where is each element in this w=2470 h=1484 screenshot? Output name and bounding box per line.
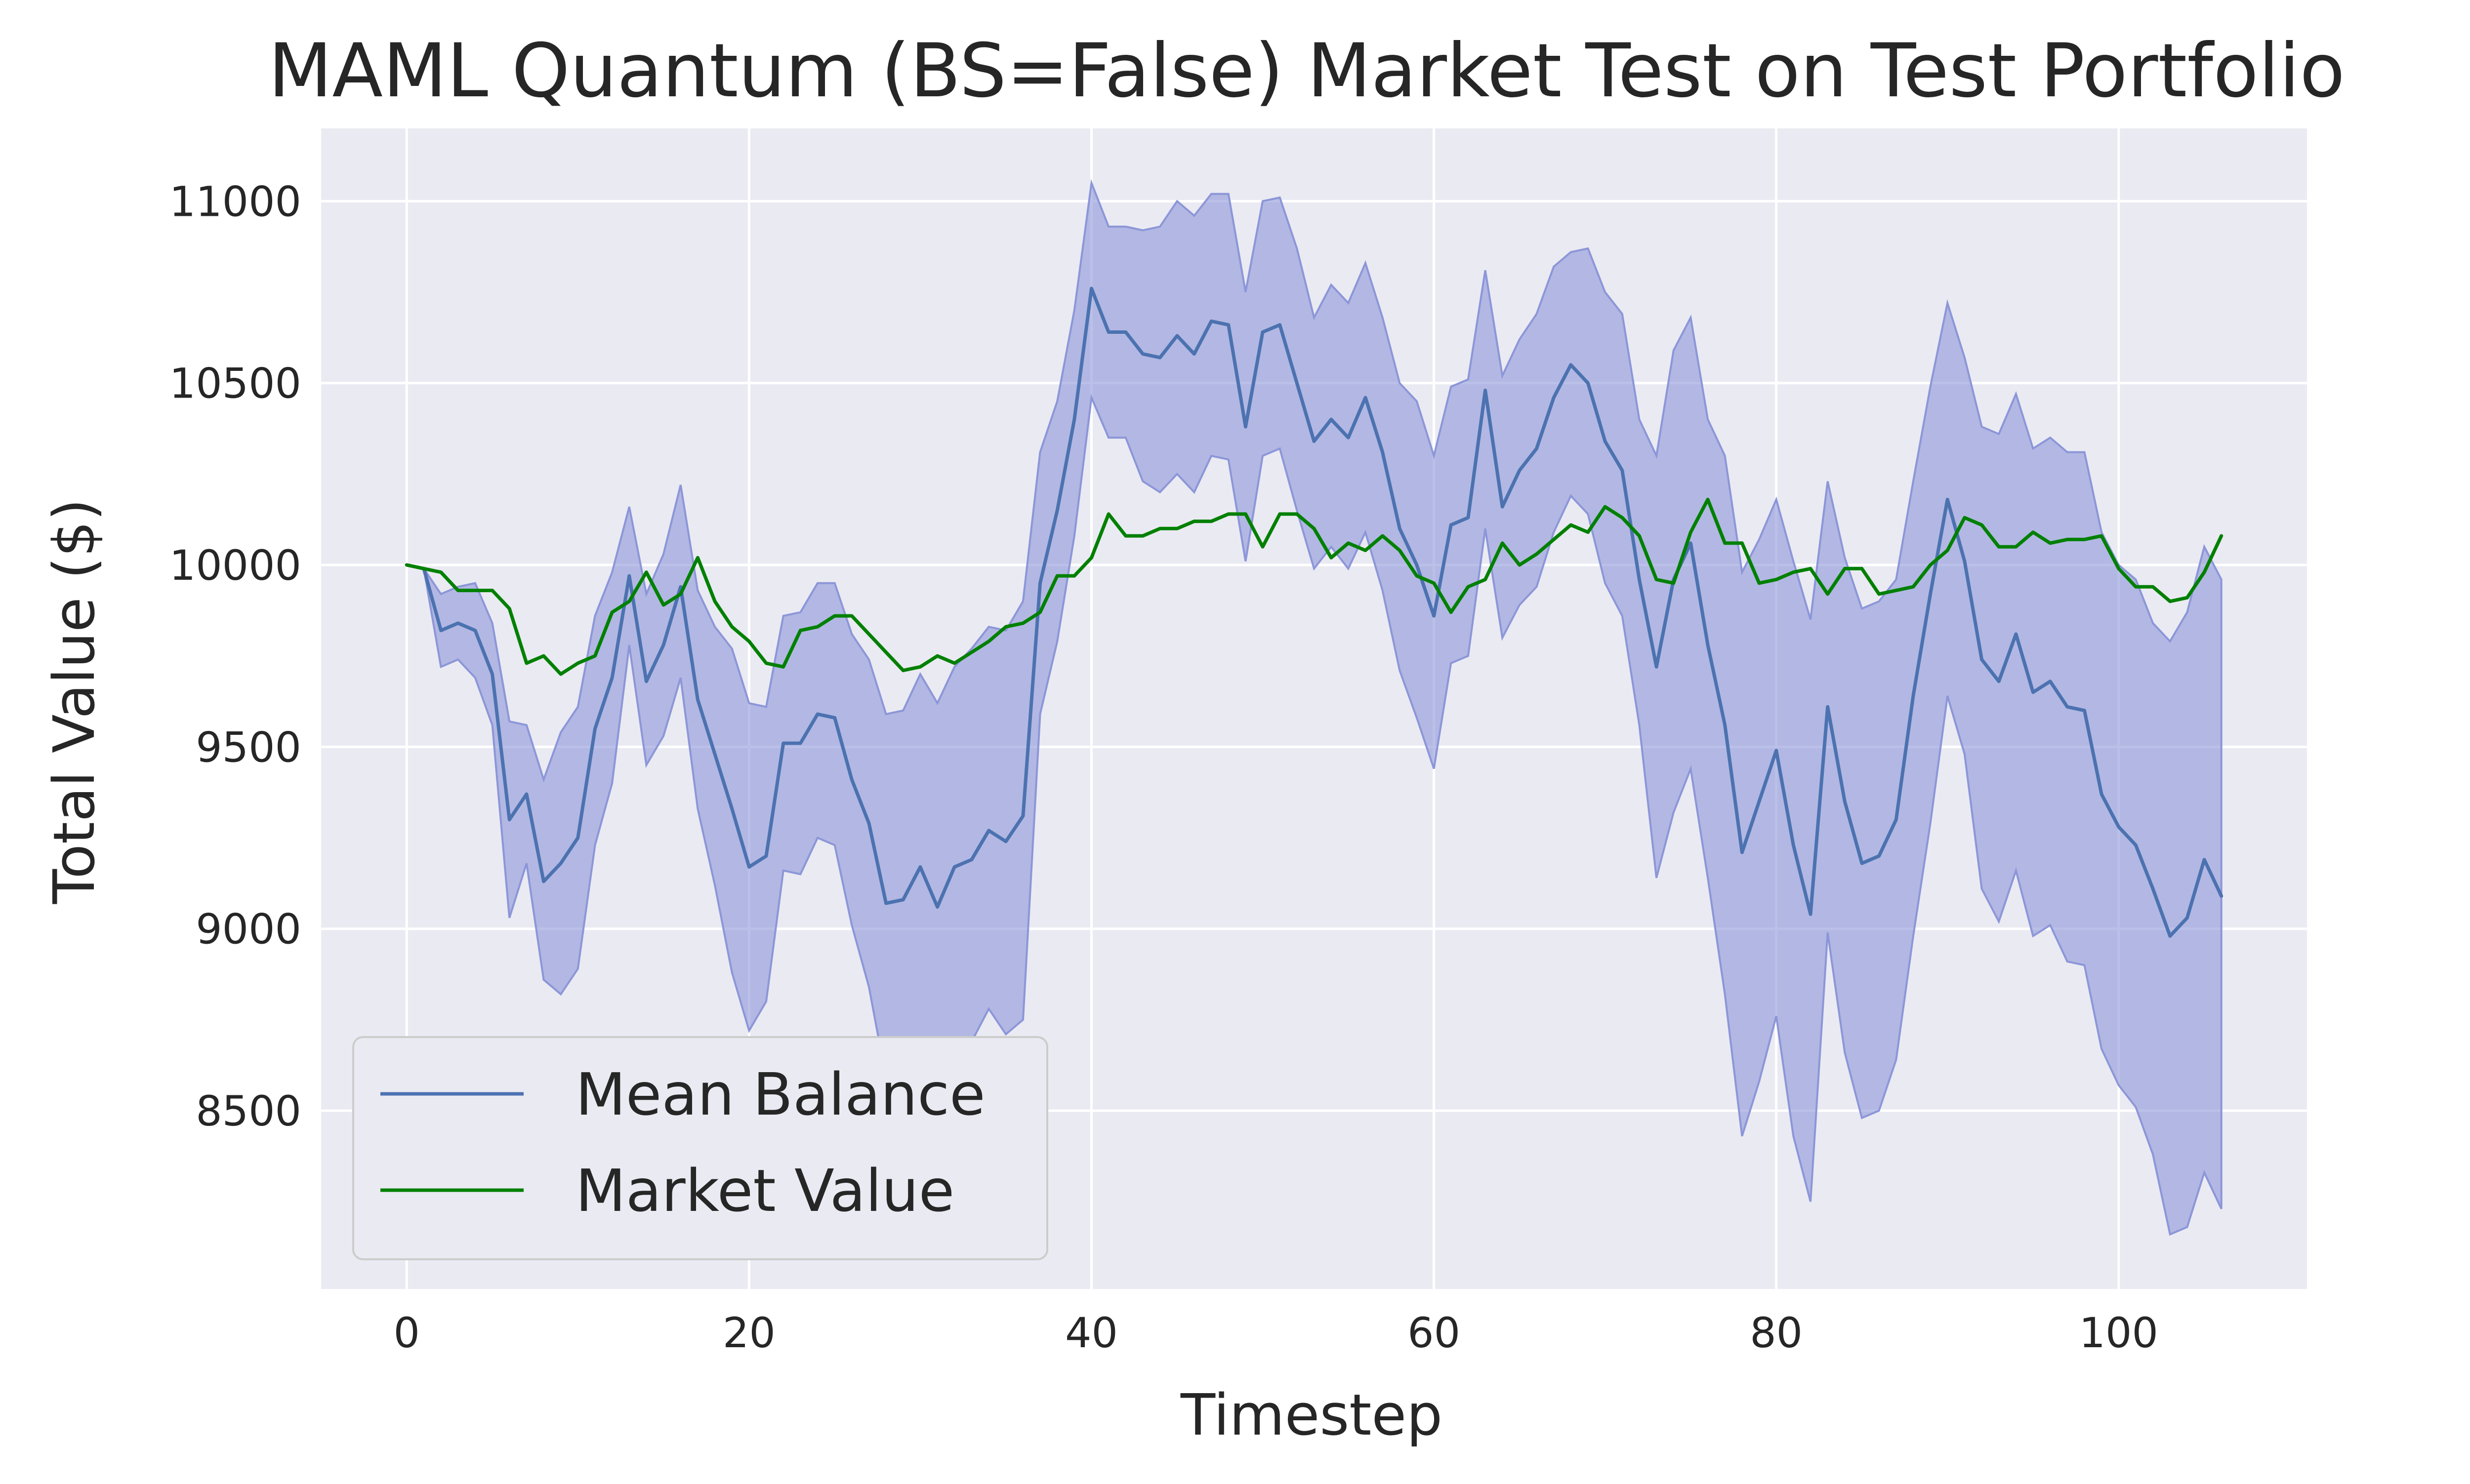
x-tick-label: 60	[1407, 1309, 1460, 1357]
x-tick-label: 100	[2079, 1309, 2158, 1357]
y-tick-label: 11000	[169, 177, 301, 226]
chart-title: MAML Quantum (BS=False) Market Test on T…	[268, 28, 2345, 114]
x-tick-label: 40	[1065, 1309, 1118, 1357]
y-tick-label: 8500	[196, 1087, 301, 1135]
series-line-mean-balance	[405, 286, 2223, 938]
series-layer	[405, 286, 2223, 938]
x-axis-label: Timestep	[1180, 1382, 1442, 1448]
legend: Mean Balance Market Value	[352, 1036, 1048, 1260]
legend-label-mean-balance: Mean Balance	[576, 1060, 986, 1128]
x-tick-label: 20	[723, 1309, 776, 1357]
y-tick-label: 10000	[169, 541, 301, 590]
y-tick-label: 10500	[169, 360, 301, 408]
series-line-market-value	[405, 497, 2223, 676]
y-axis-label: Total Value ($)	[41, 499, 108, 904]
y-ticks: 8500 9000 9500 10000 10500 11000	[169, 177, 301, 1135]
x-ticks: 0 20 40 60 80 100	[394, 1309, 2158, 1357]
legend-label-market-value: Market Value	[576, 1157, 954, 1225]
y-tick-label: 9000	[196, 905, 301, 954]
x-tick-label: 80	[1750, 1309, 1803, 1357]
legend-box	[352, 1036, 1048, 1260]
y-tick-label: 9500	[196, 723, 301, 771]
x-tick-label: 0	[394, 1309, 420, 1357]
